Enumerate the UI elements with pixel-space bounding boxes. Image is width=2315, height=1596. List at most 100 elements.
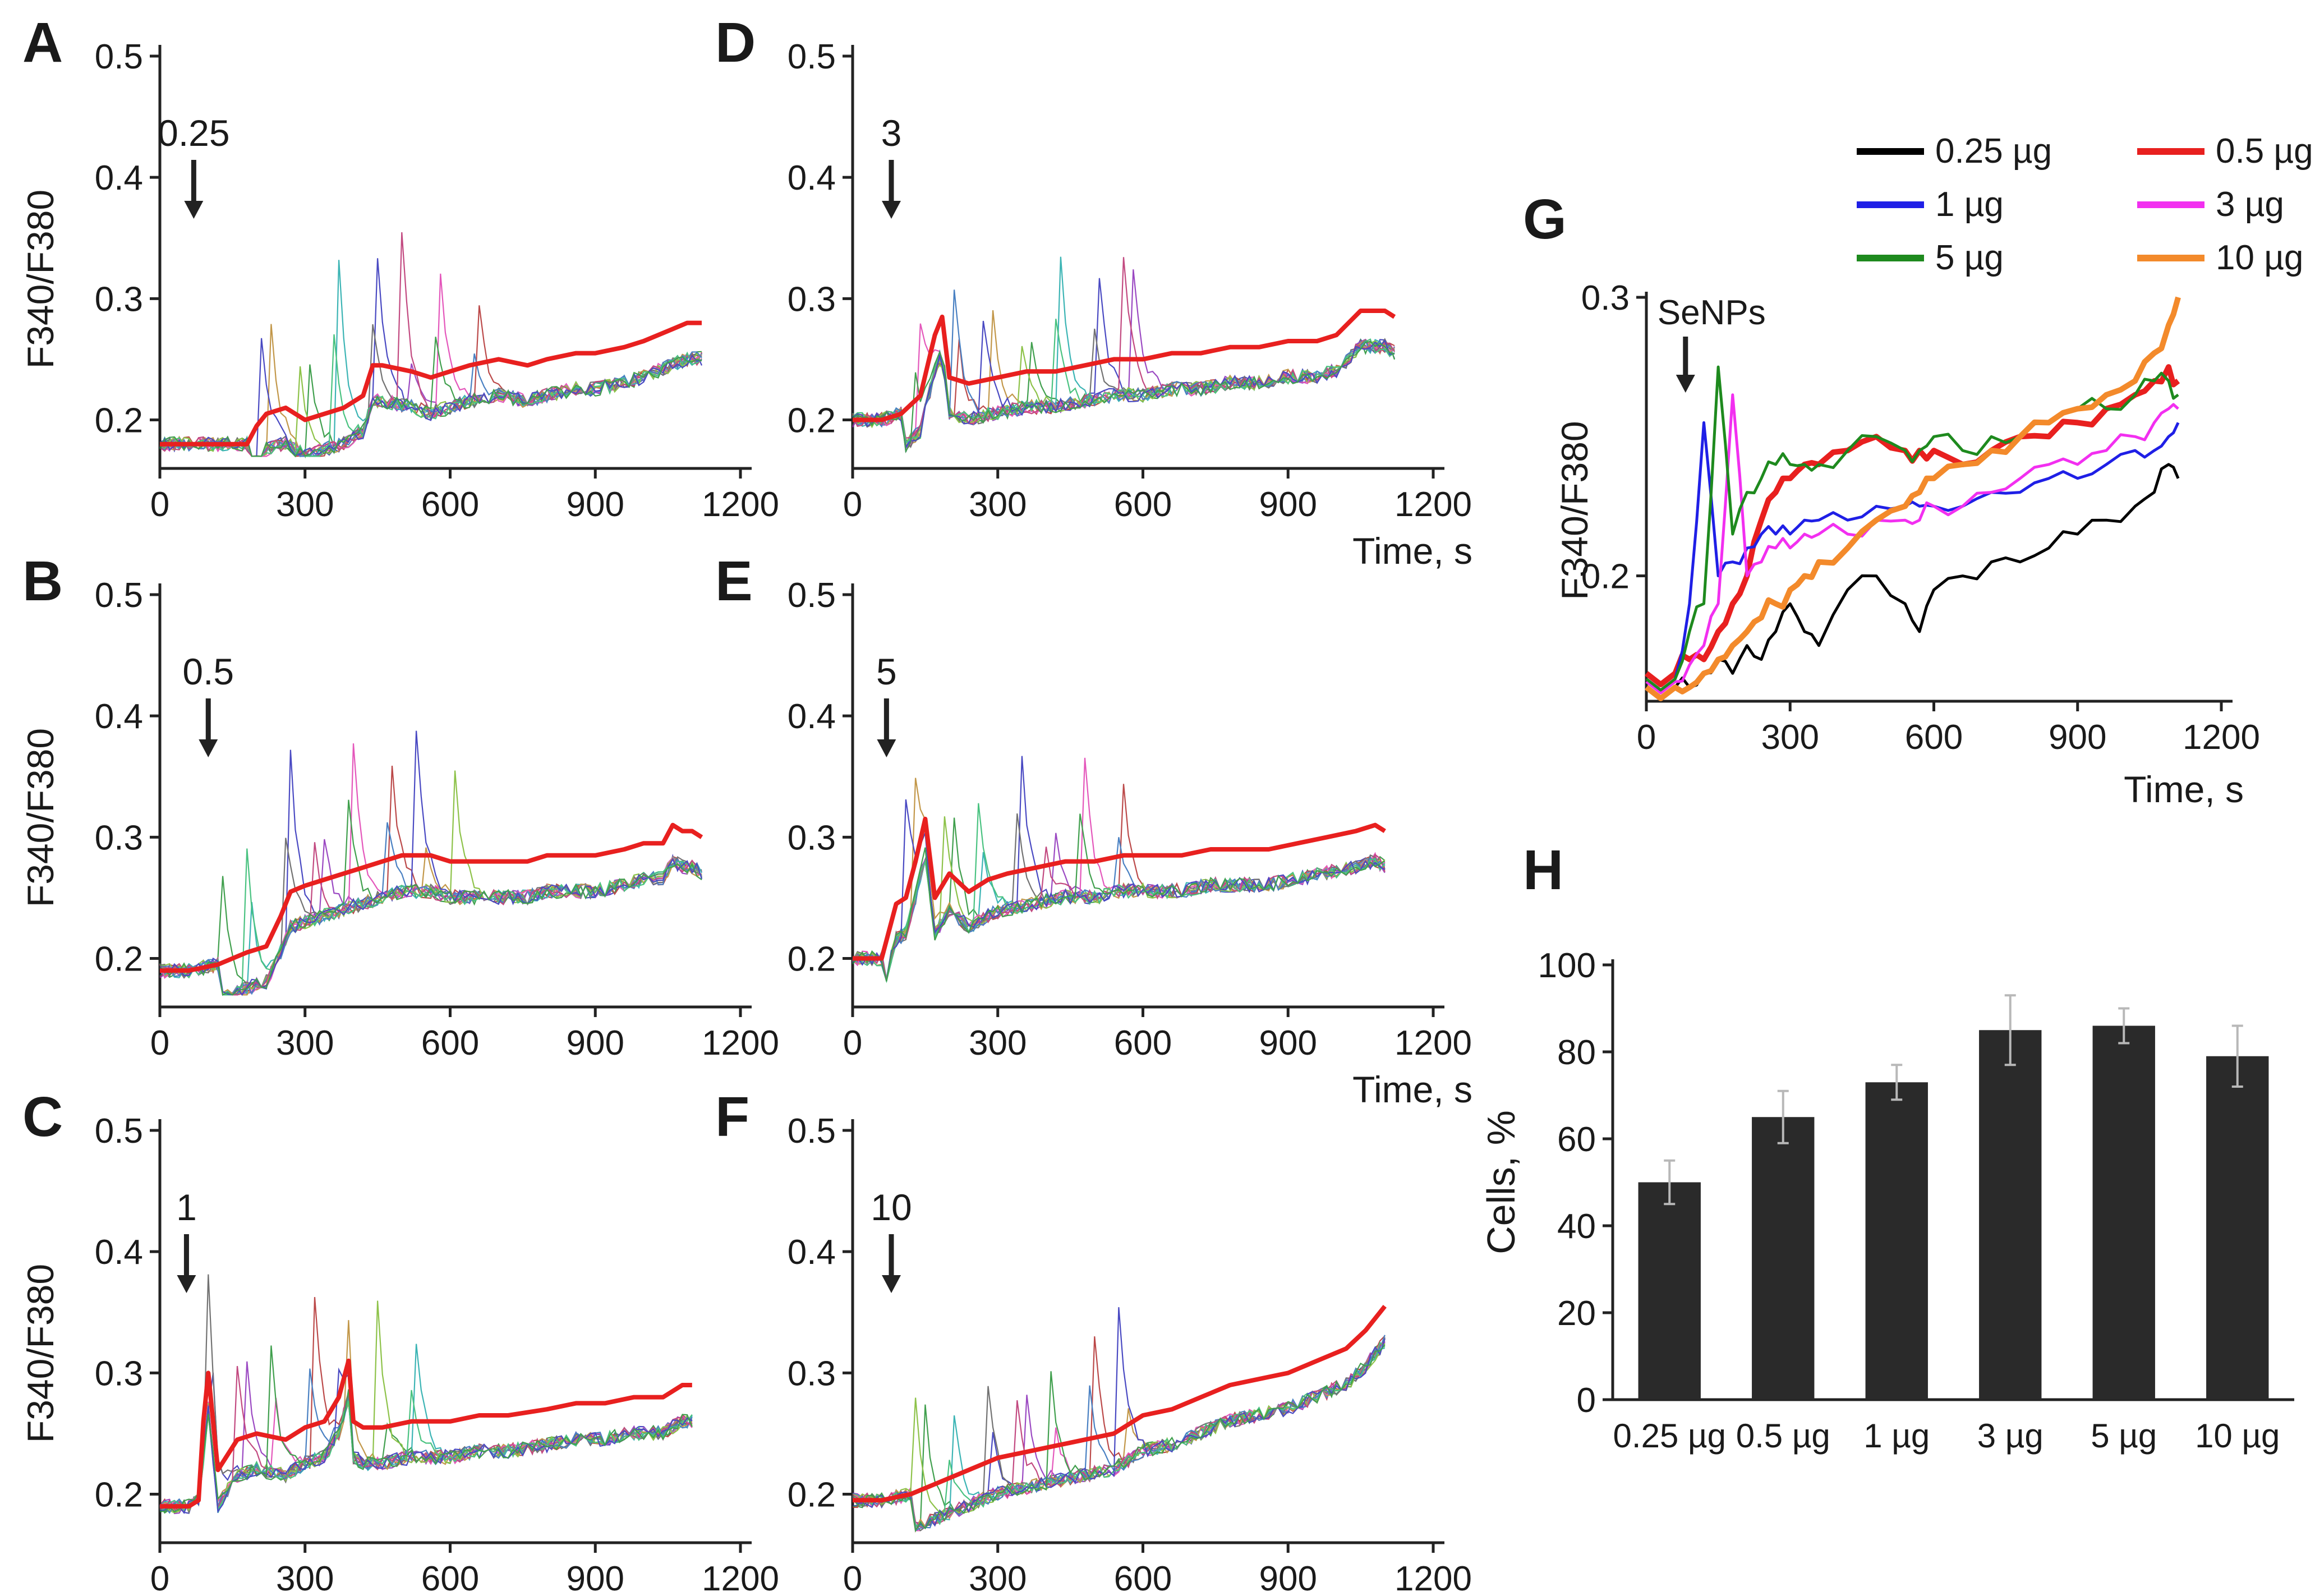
panel-letter: C	[22, 1086, 63, 1148]
panel-letter: H	[1523, 839, 1563, 902]
y-tick-label: 0.5	[788, 1112, 836, 1151]
cell-traces	[159, 1274, 693, 1515]
y-tick-label: 0.4	[95, 159, 143, 197]
x-tick-label: 1200	[1394, 485, 1472, 524]
series-line-1	[1645, 421, 2180, 692]
x-tick-label: 900	[567, 1024, 624, 1063]
y-tick-label: 0.3	[95, 280, 143, 319]
x-tick-label: 600	[1114, 1560, 1172, 1596]
cell-trace	[159, 839, 702, 996]
y-tick-label: 100	[1538, 946, 1596, 985]
y-tick-label: 0.3	[788, 818, 836, 857]
legend-label: 5 µg	[1935, 238, 2004, 277]
x-tick-label: 600	[1905, 718, 1963, 757]
panel-a: A 0.2 0.3 0.4 0.5 0 300 600 900 1200 F340/F380 0.25	[20, 11, 779, 524]
x-tick-label: 300	[276, 1560, 334, 1596]
y-tick-label: 0.5	[95, 1112, 143, 1151]
dose-label: 0.25	[158, 112, 229, 154]
y-axis-label: Cells, %	[1479, 1110, 1523, 1254]
y-tick-label: 0.4	[95, 1233, 143, 1272]
cell-trace	[852, 1340, 1386, 1529]
bar	[2206, 1056, 2269, 1400]
cell-trace	[159, 749, 702, 996]
y-tick-label: 0.2	[788, 940, 836, 979]
x-tick-label: 600	[421, 485, 479, 524]
y-tick-label: 0	[1577, 1381, 1596, 1420]
x-axis-label: Time, s	[2124, 769, 2244, 810]
x-axis-label: Time, s	[1352, 530, 1472, 572]
panel-g-average-traces: G 0.2 0.3 0 300 600 900 1200 F340/F380 Time, s SeN…	[1523, 132, 2313, 810]
mean-trace	[853, 309, 1396, 422]
legend-label: 0.25 µg	[1935, 132, 2052, 171]
category-label: 10 µg	[2195, 1417, 2280, 1455]
y-tick-label: 0.5	[788, 38, 836, 76]
panel-f: F 0.2 0.3 0.4 0.5 0 300 600 900 1200 10	[715, 1086, 1472, 1596]
cell-trace	[852, 1347, 1386, 1529]
bar	[1865, 1082, 1928, 1400]
stimulus-arrow-head	[1676, 375, 1695, 393]
x-tick-label: 1200	[702, 1024, 779, 1063]
bar	[1638, 1182, 1701, 1400]
panel-c: C 0.2 0.3 0.4 0.5 0 300 600 900 1200 F340/F380 1	[20, 1086, 779, 1596]
mean-trace	[853, 1305, 1387, 1503]
x-tick-label: 300	[969, 1560, 1027, 1596]
mean-trace	[160, 1358, 692, 1509]
y-tick-label: 0.2	[95, 940, 143, 979]
x-tick-label: 0	[150, 1024, 169, 1063]
panel-d: D 0.2 0.3 0.4 0.5 0 300 600 900 1200 Time, s 3	[715, 11, 1472, 572]
cell-trace	[159, 847, 702, 996]
mean-trace	[160, 320, 702, 447]
cell-trace	[852, 256, 1395, 443]
x-tick-label: 900	[2049, 718, 2106, 757]
stimulus-arrow-head	[877, 739, 896, 757]
series-line-0.25	[1645, 463, 2180, 700]
y-tick-label: 0.3	[95, 818, 143, 857]
x-tick-label: 1200	[1394, 1024, 1472, 1063]
series-line-10	[1644, 296, 2181, 701]
panel-letter: E	[715, 550, 753, 613]
y-tick-label: 0.2	[788, 402, 836, 440]
cell-trace	[852, 1344, 1386, 1533]
cell-trace	[852, 799, 1386, 982]
y-axis-label: F340/F380	[1554, 421, 1595, 600]
panel-letter: B	[22, 550, 63, 613]
cell-trace	[159, 258, 703, 457]
cell-trace	[852, 341, 1395, 454]
x-tick-label: 0	[150, 485, 169, 524]
y-tick-label: 0.5	[95, 576, 143, 615]
stimulus-arrow-head	[199, 739, 218, 757]
cell-traces	[159, 730, 703, 996]
category-label: 5 µg	[2091, 1417, 2157, 1455]
bar	[1752, 1117, 1815, 1400]
cell-trace	[852, 289, 1395, 449]
y-tick-label: 0.4	[788, 1233, 836, 1272]
y-tick-label: 40	[1557, 1207, 1596, 1246]
category-label: 1 µg	[1863, 1417, 1930, 1455]
dose-label: 5	[876, 651, 897, 692]
x-tick-label: 1200	[702, 1560, 779, 1596]
cell-trace	[852, 803, 1386, 983]
x-tick-label: 900	[1259, 485, 1317, 524]
series-line-0.5	[1644, 364, 2180, 688]
y-tick-label: 0.2	[95, 1476, 143, 1515]
y-tick-label: 0.4	[788, 159, 836, 197]
stimulus-arrow-head	[184, 201, 204, 219]
cell-trace	[159, 232, 702, 457]
y-tick-label: 0.5	[788, 576, 836, 615]
legend-label: 3 µg	[2216, 185, 2284, 224]
x-tick-label: 900	[1259, 1560, 1317, 1596]
category-label: 3 µg	[1977, 1417, 2044, 1455]
y-tick-label: 0.2	[95, 402, 143, 440]
y-axis-label: F340/F380	[20, 728, 61, 907]
x-tick-label: 0	[843, 485, 862, 524]
cell-trace	[159, 324, 702, 457]
cell-trace	[159, 799, 702, 996]
cell-trace	[159, 856, 702, 996]
dose-label: 1	[176, 1186, 197, 1228]
x-tick-label: 600	[421, 1560, 479, 1596]
x-tick-label: 0	[843, 1560, 862, 1596]
stimulus-arrow-head	[882, 1275, 901, 1293]
y-tick-label: 0.3	[788, 280, 836, 319]
x-tick-label: 900	[567, 1560, 624, 1596]
